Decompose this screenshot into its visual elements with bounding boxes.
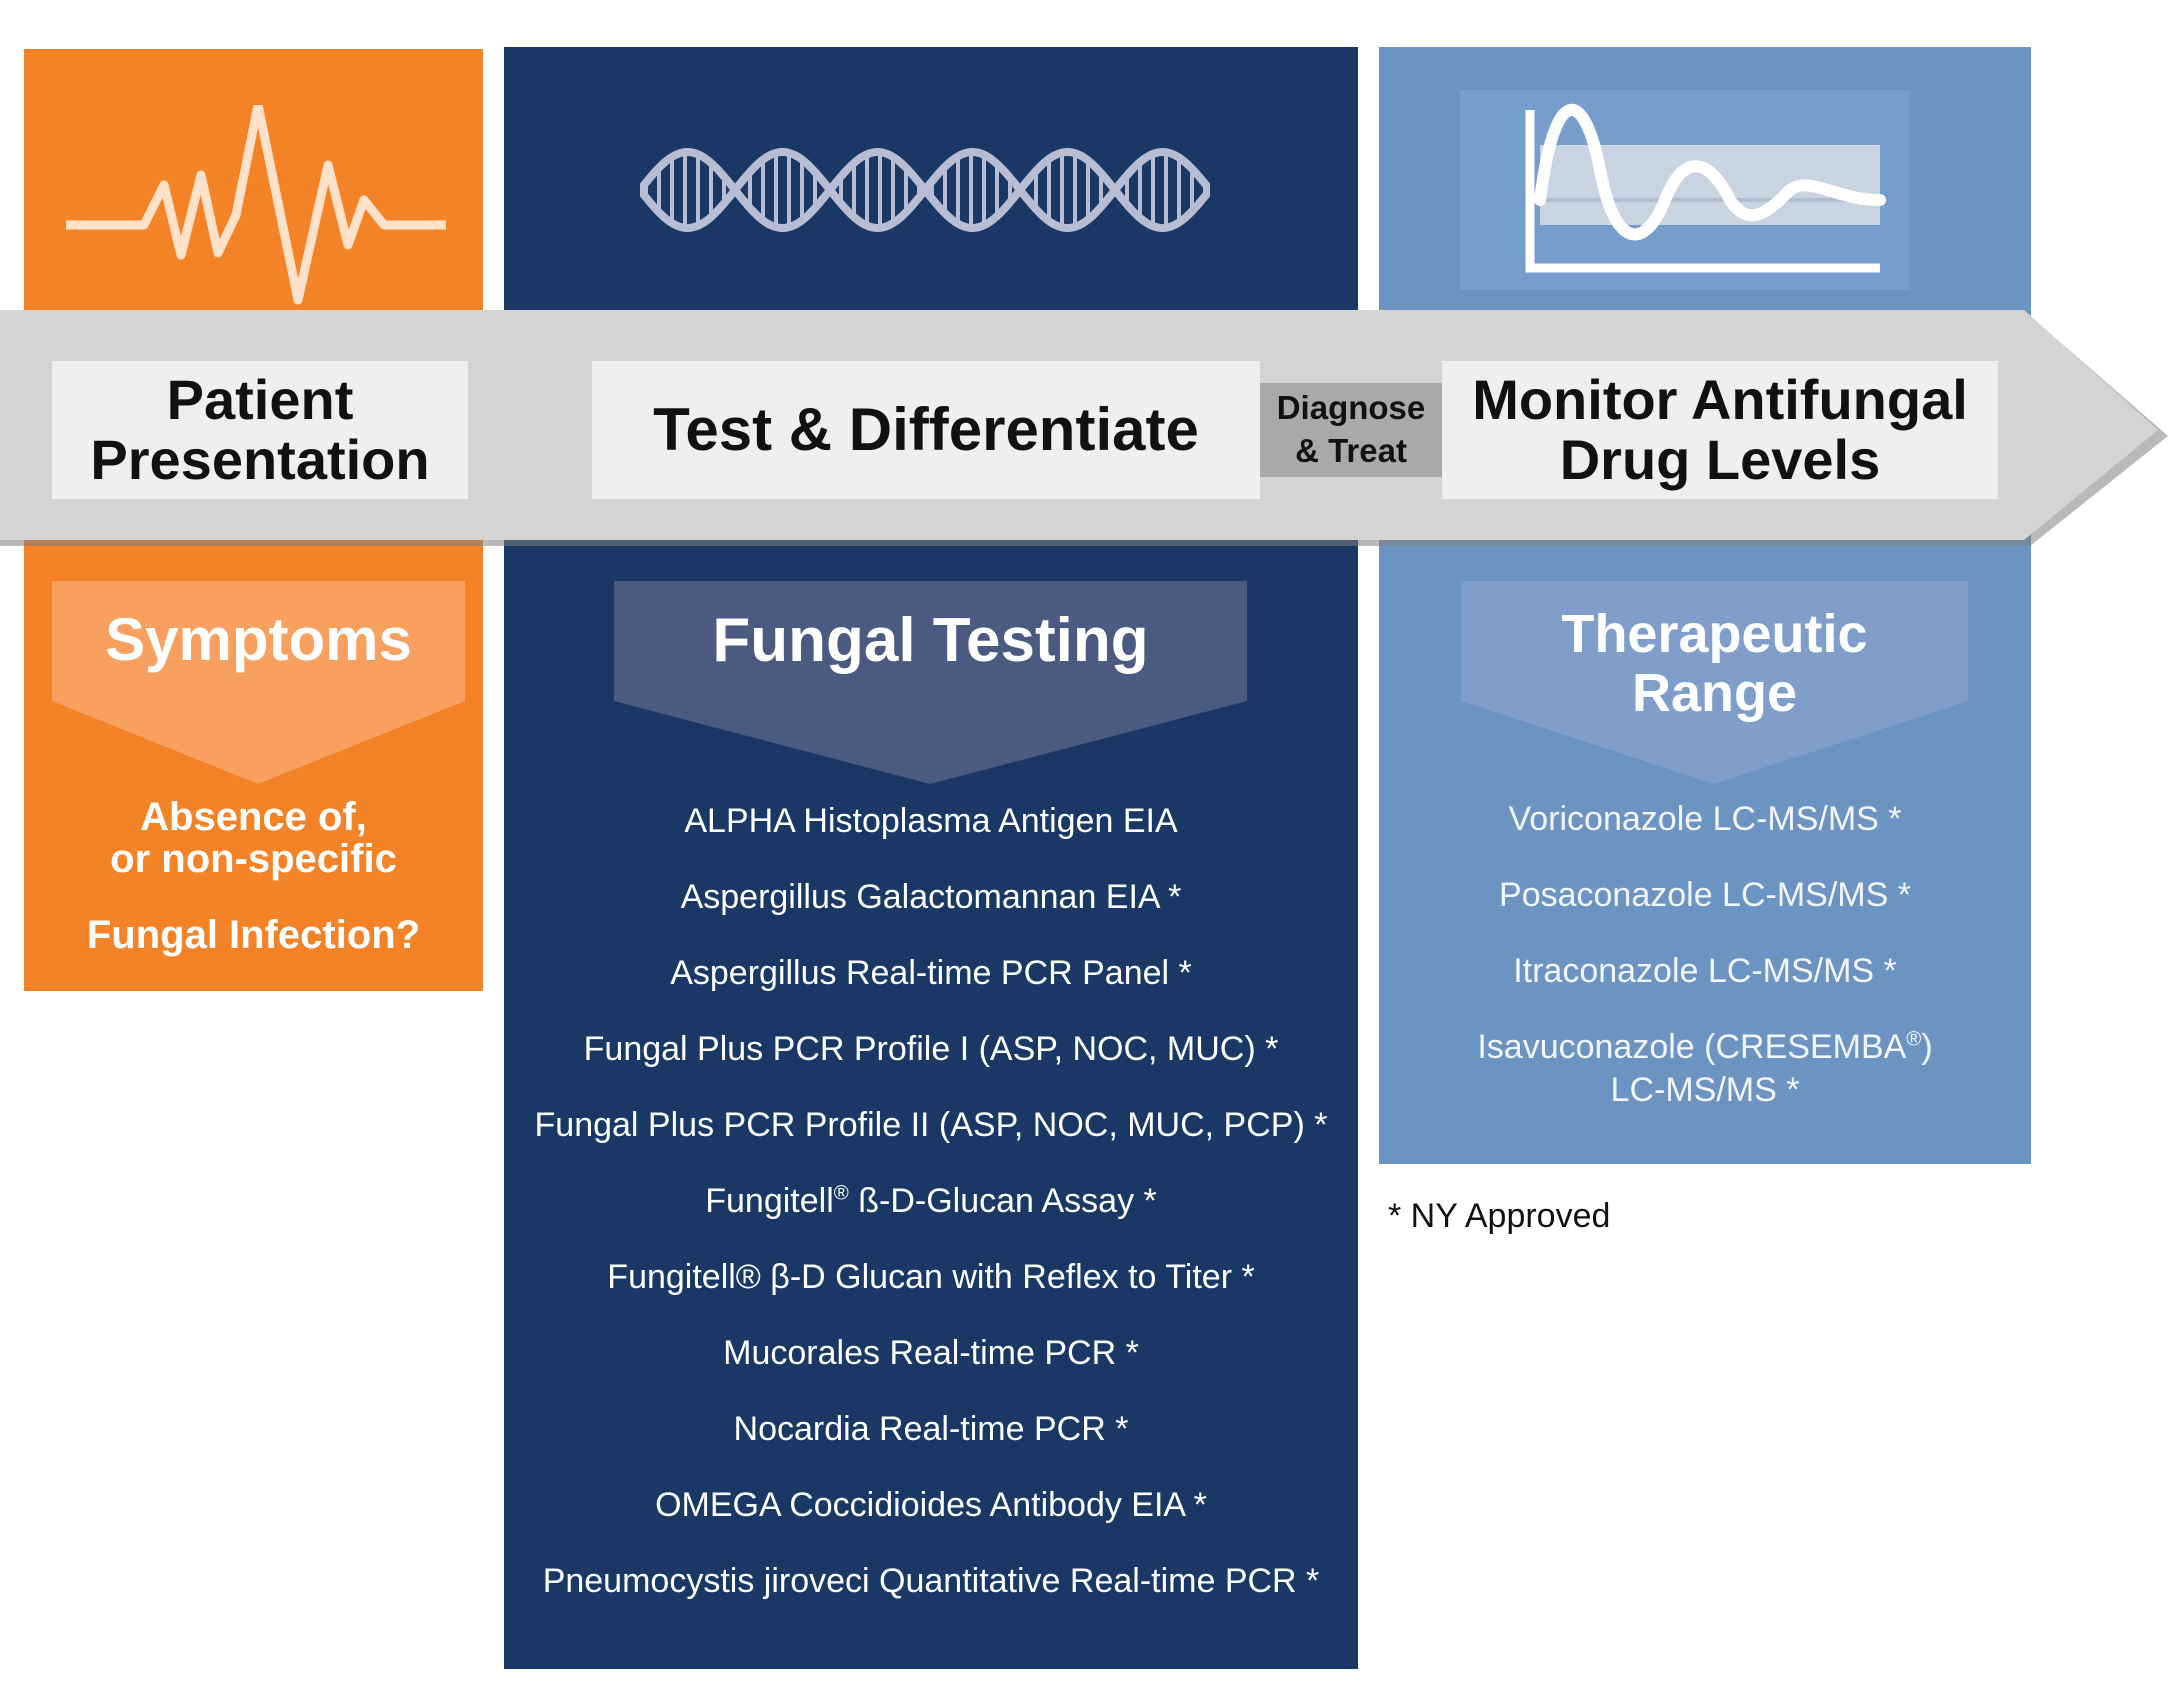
diagnose-line2: & Treat bbox=[1295, 432, 1407, 469]
isavuconazole-paren: ) bbox=[1921, 1028, 1933, 1066]
stage-monitor-line2: Drug Levels bbox=[1559, 428, 1881, 491]
list-item[interactable]: Fungitell® β-D Glucan with Reflex to Tit… bbox=[607, 1258, 1255, 1296]
symptoms-line2: or non-specific bbox=[110, 837, 397, 882]
drug-level-chart-icon bbox=[1460, 90, 1910, 290]
list-item[interactable]: Isavuconazole (CRESEMBA®) LC-MS/MS * bbox=[1379, 1026, 2031, 1111]
stage-diagnose-treat: Diagnose & Treat bbox=[1260, 383, 1442, 477]
stage-test-differentiate: Test & Differentiate bbox=[592, 361, 1260, 499]
therapeutic-title-line2: Range bbox=[1631, 663, 1798, 724]
therapeutic-title-line1: Therapeutic bbox=[1561, 604, 1868, 664]
footnote: * NY Approved bbox=[1388, 1197, 1611, 1235]
list-item[interactable]: Mucorales Real-time PCR * bbox=[723, 1334, 1139, 1372]
registered-mark: ® bbox=[1906, 1028, 1922, 1051]
heartbeat-icon bbox=[66, 105, 446, 305]
list-item[interactable]: Nocardia Real-time PCR * bbox=[733, 1410, 1129, 1448]
list-item[interactable]: Fungal Plus PCR Profile I (ASP, NOC, MUC… bbox=[583, 1030, 1279, 1068]
fungal-testing-title: Fungal Testing bbox=[712, 606, 1149, 675]
symptoms-question: Fungal Infection? bbox=[86, 913, 421, 957]
list-item[interactable]: ALPHA Histoplasma Antigen EIA bbox=[684, 802, 1178, 840]
fungal-testing-chevron: Fungal Testing bbox=[614, 581, 1247, 784]
list-item[interactable]: Fungitell® ß-D-Glucan Assay * bbox=[504, 1180, 1358, 1223]
stage-patient-line2: Presentation bbox=[90, 428, 430, 491]
symptoms-title: Symptoms bbox=[105, 606, 412, 673]
isavuconazole-name: Isavuconazole (CRESEMBA bbox=[1477, 1028, 1907, 1066]
list-item[interactable]: Itraconazole LC-MS/MS * bbox=[1513, 952, 1897, 990]
list-item[interactable]: Aspergillus Galactomannan EIA * bbox=[680, 878, 1182, 916]
stage-patient-presentation: Patient Presentation bbox=[52, 361, 468, 499]
list-item[interactable]: Posaconazole LC-MS/MS * bbox=[1499, 876, 1911, 914]
isavuconazole-method: LC-MS/MS * bbox=[1610, 1070, 1800, 1109]
diagnose-line1: Diagnose bbox=[1276, 389, 1426, 427]
symptoms-line1: Absence of, bbox=[140, 795, 367, 839]
therapeutic-range-title: Therapeutic Range bbox=[1461, 604, 1968, 724]
stage-patient-line1: Patient bbox=[166, 367, 354, 431]
dna-strand bbox=[640, 147, 1210, 233]
list-item[interactable]: Aspergillus Real-time PCR Panel * bbox=[670, 954, 1192, 992]
list-item[interactable]: Pneumocystis jiroveci Quantitative Real-… bbox=[542, 1562, 1320, 1600]
list-item[interactable]: Fungal Plus PCR Profile II (ASP, NOC, MU… bbox=[534, 1106, 1328, 1144]
registered-mark: ® bbox=[833, 1182, 849, 1205]
fungitell-name: Fungitell bbox=[705, 1182, 834, 1220]
dna-icon bbox=[640, 147, 1210, 233]
stage-test-label: Test & Differentiate bbox=[653, 395, 1199, 463]
symptoms-description: Absence of, or non-specific bbox=[24, 796, 483, 881]
list-item[interactable]: Voriconazole LC-MS/MS * bbox=[1508, 800, 1902, 838]
stage-monitor-drug-levels: Monitor Antifungal Drug Levels bbox=[1442, 361, 1998, 499]
list-item[interactable]: OMEGA Coccidioides Antibody EIA * bbox=[655, 1486, 1207, 1524]
symptoms-chevron: Symptoms bbox=[52, 581, 465, 784]
glucan-assay-name: ß-D-Glucan Assay * bbox=[858, 1182, 1157, 1220]
therapeutic-range-chevron: Therapeutic Range bbox=[1461, 581, 1968, 784]
stage-monitor-line1: Monitor Antifungal bbox=[1472, 367, 1968, 431]
